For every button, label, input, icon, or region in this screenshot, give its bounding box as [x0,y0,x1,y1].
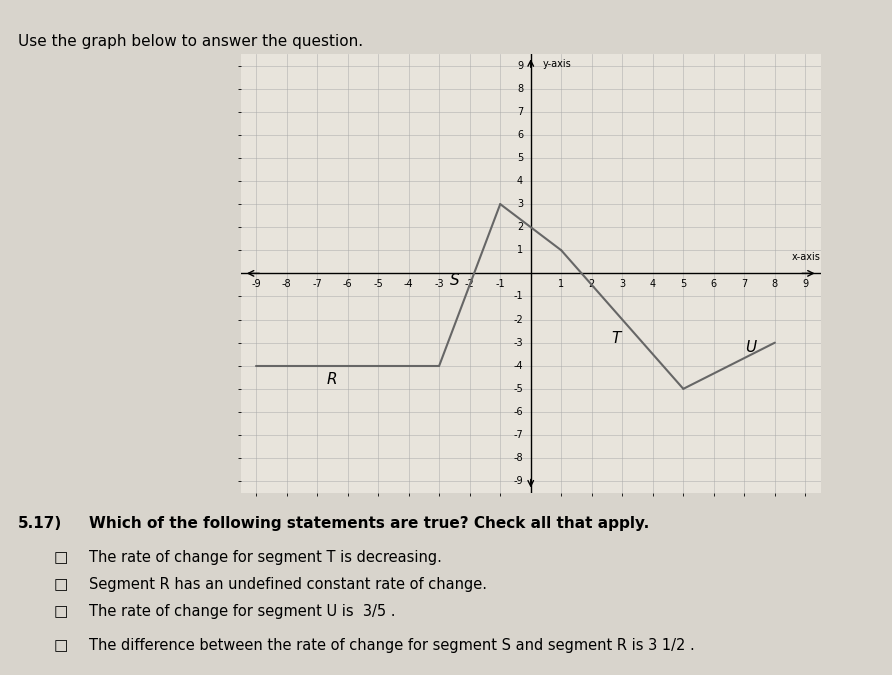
Text: 6: 6 [517,130,523,140]
Text: 9: 9 [802,279,808,289]
Text: U: U [745,340,756,355]
Text: 4: 4 [517,176,523,186]
Text: 3: 3 [517,199,523,209]
Text: -7: -7 [312,279,322,289]
Text: -2: -2 [465,279,475,289]
Text: 1: 1 [558,279,565,289]
Text: The rate of change for segment T is decreasing.: The rate of change for segment T is decr… [89,550,442,565]
Text: 8: 8 [772,279,778,289]
Text: □: □ [54,638,68,653]
Text: 7: 7 [741,279,747,289]
Text: 7: 7 [516,107,523,117]
Text: -8: -8 [514,453,523,463]
Text: -9: -9 [252,279,261,289]
Text: 3: 3 [619,279,625,289]
Text: 6: 6 [711,279,717,289]
Text: x-axis: x-axis [792,252,821,262]
Text: □: □ [54,577,68,592]
Text: 9: 9 [517,61,523,71]
Text: -6: -6 [514,407,523,417]
Text: -6: -6 [343,279,352,289]
Text: -8: -8 [282,279,292,289]
Text: -2: -2 [514,315,523,325]
Text: □: □ [54,604,68,619]
Text: R: R [327,372,338,387]
Text: □: □ [54,550,68,565]
Text: 2: 2 [589,279,595,289]
Text: -3: -3 [434,279,444,289]
Text: Use the graph below to answer the question.: Use the graph below to answer the questi… [18,34,363,49]
Text: y-axis: y-axis [543,59,572,69]
Text: The difference between the rate of change for segment S and segment R is 3 1/2 .: The difference between the rate of chang… [89,638,695,653]
Text: 5: 5 [681,279,687,289]
Text: 5: 5 [516,153,523,163]
Text: 2: 2 [516,222,523,232]
Text: The rate of change for segment U is  3/5 .: The rate of change for segment U is 3/5 … [89,604,396,619]
Text: S: S [450,273,459,288]
Text: -4: -4 [514,360,523,371]
Text: -1: -1 [495,279,505,289]
Text: Segment R has an undefined constant rate of change.: Segment R has an undefined constant rate… [89,577,487,592]
Text: -3: -3 [514,338,523,348]
Text: 4: 4 [649,279,656,289]
Text: 5.17): 5.17) [18,516,62,531]
Text: -1: -1 [514,292,523,302]
Text: -9: -9 [514,476,523,486]
Text: -7: -7 [514,430,523,440]
Text: -5: -5 [514,384,523,394]
Text: Which of the following statements are true? Check all that apply.: Which of the following statements are tr… [89,516,649,531]
Text: 8: 8 [517,84,523,94]
Text: 1: 1 [517,245,523,255]
Text: -4: -4 [404,279,414,289]
Text: T: T [612,331,621,346]
Text: -5: -5 [373,279,383,289]
